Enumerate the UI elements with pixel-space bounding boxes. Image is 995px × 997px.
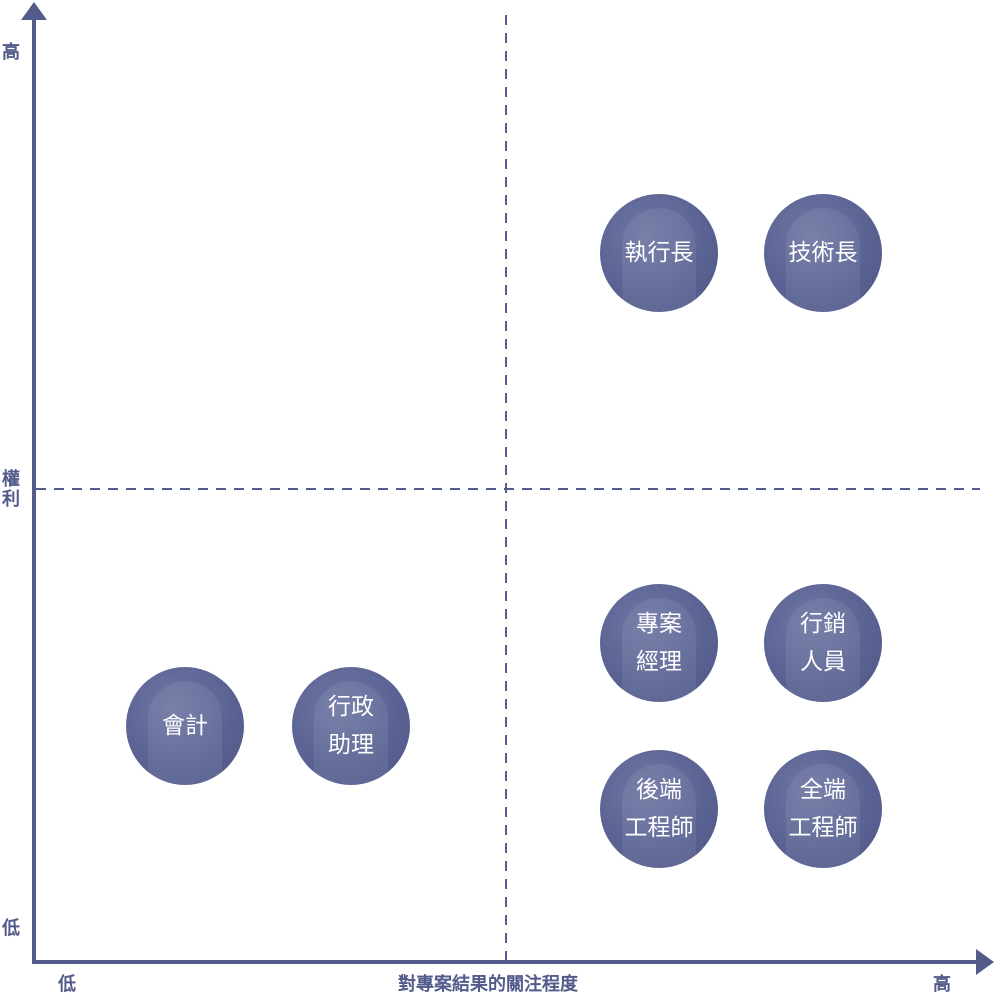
stakeholder-admin-assistant: 行政 助理 [292,667,410,785]
project-manager-photo [622,598,696,702]
backend-engineer-label-line2: 工程師 [624,815,694,841]
admin-assistant-label-line2: 助理 [328,732,374,758]
stakeholder-fullstack-engineer: 全端 工程師 [764,750,882,868]
accountant-label: 會計 [162,713,208,739]
y-axis-title-line2: 利 [2,489,20,510]
ceo-label: 執行長 [624,240,694,266]
backend-engineer-photo [622,764,696,868]
project-manager-label-line2: 經理 [636,649,682,675]
admin-assistant-label-line1: 行政 [328,694,374,720]
marketing-label-line2: 人員 [800,649,846,675]
cto-label: 技術長 [788,240,858,266]
x-axis-high-label: 高 [933,974,951,995]
x-axis-arrowhead [976,949,994,975]
y-axis-title: 權 利 [2,470,20,510]
admin-assistant-photo [314,681,388,785]
x-axis-title: 對專案結果的關注程度 [398,974,578,995]
fullstack-engineer-label-line2: 工程師 [788,815,858,841]
y-axis-title-line1: 權 [2,469,20,490]
ceo-photo [622,208,696,312]
cto-photo [786,208,860,312]
stakeholder-marketing: 行銷 人員 [764,584,882,702]
fullstack-engineer-photo [786,764,860,868]
stakeholder-cto: 技術長 [764,194,882,312]
stakeholder-ceo: 執行長 [600,194,718,312]
fullstack-engineer-label-line1: 全端 [800,777,846,803]
y-axis-high-label: 高 [2,42,20,63]
marketing-label-line1: 行銷 [800,611,846,637]
backend-engineer-label-line1: 後端 [636,777,682,803]
accountant-photo [148,681,222,785]
stakeholder-accountant: 會計 [126,667,244,785]
stakeholder-backend-engineer: 後端 工程師 [600,750,718,868]
x-axis-low-label: 低 [58,974,76,995]
stakeholder-project-manager: 專案 經理 [600,584,718,702]
project-manager-label-line1: 專案 [636,611,682,637]
y-axis-low-label: 低 [2,918,20,939]
marketing-photo [786,598,860,702]
y-axis-arrowhead [21,2,47,20]
